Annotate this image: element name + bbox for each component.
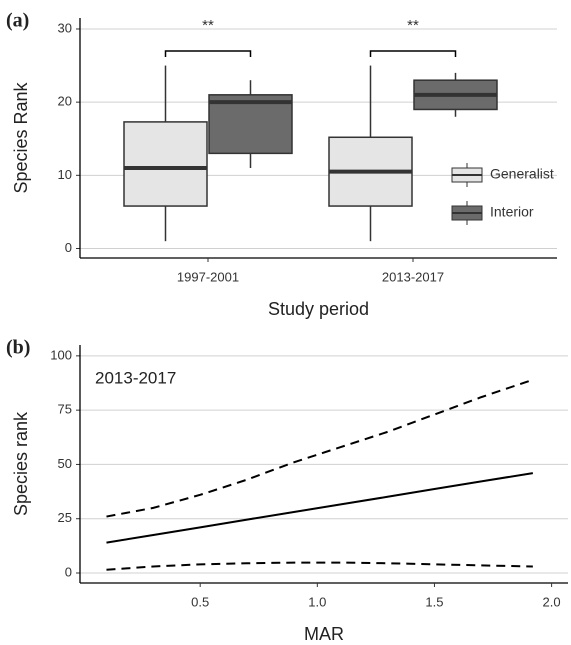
y-tick-label: 50 bbox=[58, 456, 72, 471]
line bbox=[106, 472, 534, 544]
y-tick-label: 0 bbox=[65, 564, 72, 579]
panel-label: (b) bbox=[6, 337, 30, 359]
y-tick-label: 30 bbox=[58, 20, 72, 35]
legend-label: Generalist bbox=[490, 166, 554, 182]
significance-bracket bbox=[369, 50, 457, 57]
y-axis-title: Species rank bbox=[11, 411, 31, 516]
legend-label: Interior bbox=[490, 204, 534, 220]
y-tick-label: 0 bbox=[65, 240, 72, 255]
x-axis-title: Study period bbox=[268, 299, 369, 319]
significance-bracket bbox=[164, 50, 252, 57]
box bbox=[123, 121, 208, 207]
panel-label: (a) bbox=[6, 10, 29, 32]
y-axis-title: Species Rank bbox=[11, 81, 31, 193]
x-tick-label: 1997-2001 bbox=[177, 269, 239, 284]
x-axis-title: MAR bbox=[304, 624, 344, 644]
panel-annotation: 2013-2017 bbox=[95, 368, 176, 387]
significance-label: ** bbox=[407, 17, 419, 34]
y-tick-label: 20 bbox=[58, 94, 72, 109]
box bbox=[208, 94, 293, 155]
y-tick-label: 10 bbox=[58, 167, 72, 182]
x-tick-label: 0.5 bbox=[191, 594, 209, 609]
x-tick-label: 1.0 bbox=[308, 594, 326, 609]
y-tick-label: 100 bbox=[50, 347, 72, 362]
y-tick-label: 25 bbox=[58, 510, 72, 525]
y-tick-label: 75 bbox=[58, 402, 72, 417]
x-tick-label: 2.0 bbox=[543, 594, 561, 609]
x-tick-label: 1.5 bbox=[425, 594, 443, 609]
line bbox=[106, 561, 533, 571]
significance-label: ** bbox=[202, 17, 214, 34]
x-tick-label: 2013-2017 bbox=[382, 269, 444, 284]
line bbox=[106, 378, 534, 518]
